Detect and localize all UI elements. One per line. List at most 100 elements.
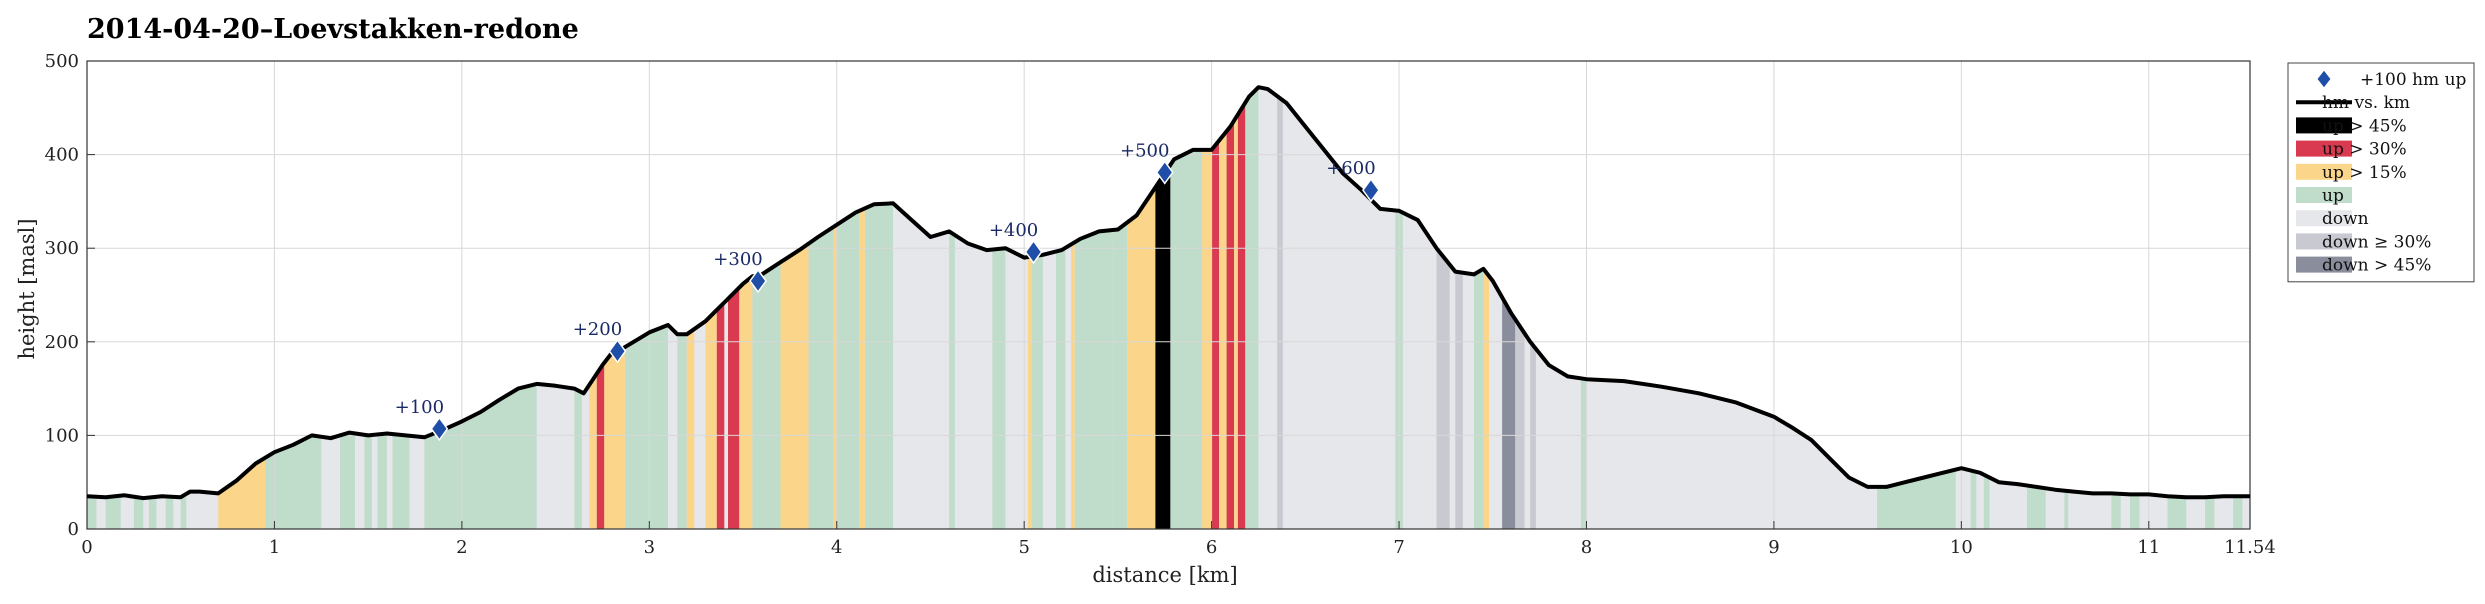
slope-band-up15 [1027, 256, 1032, 529]
y-axis: 0 100 200 300 400 500 [45, 51, 95, 540]
slope-band-up [377, 433, 387, 529]
marker-group: +100 +200 +300 +400 +500 +600 [395, 140, 1380, 442]
x-tick-label: 10 [1950, 537, 1973, 558]
slope-band-up [2027, 485, 2046, 529]
slope-band-up [424, 424, 455, 529]
legend-label: down > 45% [2322, 256, 2431, 276]
slope-band-up30 [728, 287, 740, 529]
legend-label: up > 45% [2322, 116, 2407, 136]
x-tick-label: 4 [831, 537, 842, 558]
slope-band-down30 [1436, 248, 1450, 529]
legend-swatch-up15 [2296, 163, 2352, 180]
x-axis-label: distance [km] [1092, 563, 1237, 587]
slope-band-up15 [739, 276, 753, 529]
y-tick-label: 200 [45, 332, 79, 353]
legend-swatch-down [2296, 210, 2352, 227]
slope-band-up [1474, 268, 1484, 529]
legend-label: down ≥ 30% [2322, 232, 2431, 252]
x-tick-label: 5 [1018, 537, 1029, 558]
slope-band-down30 [1277, 96, 1283, 529]
slope-band-up15 [1219, 131, 1227, 529]
y-axis-label: height [masl] [15, 218, 39, 359]
legend-label: up > 15% [2322, 163, 2407, 183]
y-tick-label: 100 [45, 425, 79, 446]
x-tick-label: 0 [81, 537, 92, 558]
legend-marker-swatch [2316, 69, 2332, 89]
slope-band-up [133, 496, 144, 529]
slope-band-up30 [1226, 120, 1235, 529]
slope-band-up [2205, 496, 2215, 529]
slope-band-up [1031, 254, 1043, 530]
legend-label: up > 30% [2322, 140, 2407, 160]
legend-label: up [2322, 186, 2344, 206]
slope-band-up [1983, 474, 1990, 529]
axes-frame [86, 60, 2251, 530]
slope-band-up30 [1237, 102, 1246, 529]
marker-diamond [430, 416, 449, 442]
slope-band-up [265, 452, 275, 529]
slope-band-up [274, 435, 322, 529]
slope-band-up [1170, 149, 1203, 529]
legend-label: hm vs. km [2322, 93, 2410, 113]
slope-band-up15 [1127, 187, 1156, 529]
x-tick-label: 3 [644, 537, 655, 558]
legend-label: +100 hm up [2360, 70, 2467, 90]
slope-band-up [1970, 470, 1977, 529]
slope-band-up [752, 262, 781, 529]
slope-band-up15 [604, 347, 625, 529]
slope-band-down45 [1502, 297, 1516, 529]
slope-band-up15 [1483, 268, 1489, 529]
slope-band-up [340, 432, 355, 529]
marker-label: +300 [713, 249, 762, 270]
slope-band-down [1524, 333, 1531, 529]
legend-label: down [2322, 209, 2369, 229]
y-tick-label: 300 [45, 238, 79, 259]
slope-band-up [2233, 496, 2243, 529]
slope-band-up [2111, 493, 2121, 529]
slope-band-up [574, 388, 582, 529]
legend-swatch-up [2296, 187, 2352, 203]
slope-band-up15 [686, 329, 695, 529]
slope-band-down30 [1515, 319, 1525, 529]
x-axis: 0 1 2 3 4 5 6 7 8 9 10 11 11.54 [81, 521, 2276, 558]
chart-title: 2014-04-20–Loevstakken-redone [87, 14, 579, 45]
slope-band-up15 [1234, 114, 1238, 529]
x-tick-label: 11 [2137, 537, 2160, 558]
marker-label: +400 [989, 220, 1038, 241]
x-tick-label: 6 [1206, 537, 1217, 558]
slope-band-up [105, 495, 121, 529]
slope-band-up [364, 434, 372, 529]
slope-band-up [1056, 247, 1066, 530]
slope-band-up [992, 248, 1006, 529]
slope-band-up [677, 334, 687, 529]
slope-bands [87, 87, 2243, 530]
slope-band-up [148, 496, 157, 529]
slope-band-up [180, 493, 187, 529]
slope-band-up [836, 210, 860, 529]
marker-diamond [1362, 177, 1380, 203]
marker-label: +100 [395, 397, 444, 418]
slope-band-up [864, 203, 893, 530]
x-tick-label: 7 [1393, 537, 1404, 558]
slope-band-up [949, 231, 955, 529]
slope-band-up30 [1211, 140, 1220, 529]
legend-swatch-up30 [2296, 140, 2352, 157]
marker-diamond [608, 338, 627, 364]
slope-band-up15 [780, 243, 809, 529]
slope-band-up [165, 496, 174, 529]
x-tick-label: 1 [269, 537, 280, 558]
slope-band-up [2167, 496, 2187, 529]
legend: +100 hm up hm vs. km up > 45% up > 30% up > … [2287, 62, 2475, 283]
x-tick-label: 11.54 [2224, 537, 2276, 558]
marker-diamond [1155, 160, 1174, 185]
slope-band-up [624, 325, 668, 529]
slope-band-up [2130, 494, 2140, 529]
x-tick-label: 8 [1581, 537, 1592, 558]
y-tick-label: 400 [45, 145, 79, 166]
slope-band-up15 [218, 457, 266, 529]
y-tick-label: 500 [45, 51, 79, 72]
legend-swatch-down45 [2296, 256, 2352, 273]
slope-band-down [536, 383, 575, 529]
marker-diamond [1024, 239, 1043, 265]
